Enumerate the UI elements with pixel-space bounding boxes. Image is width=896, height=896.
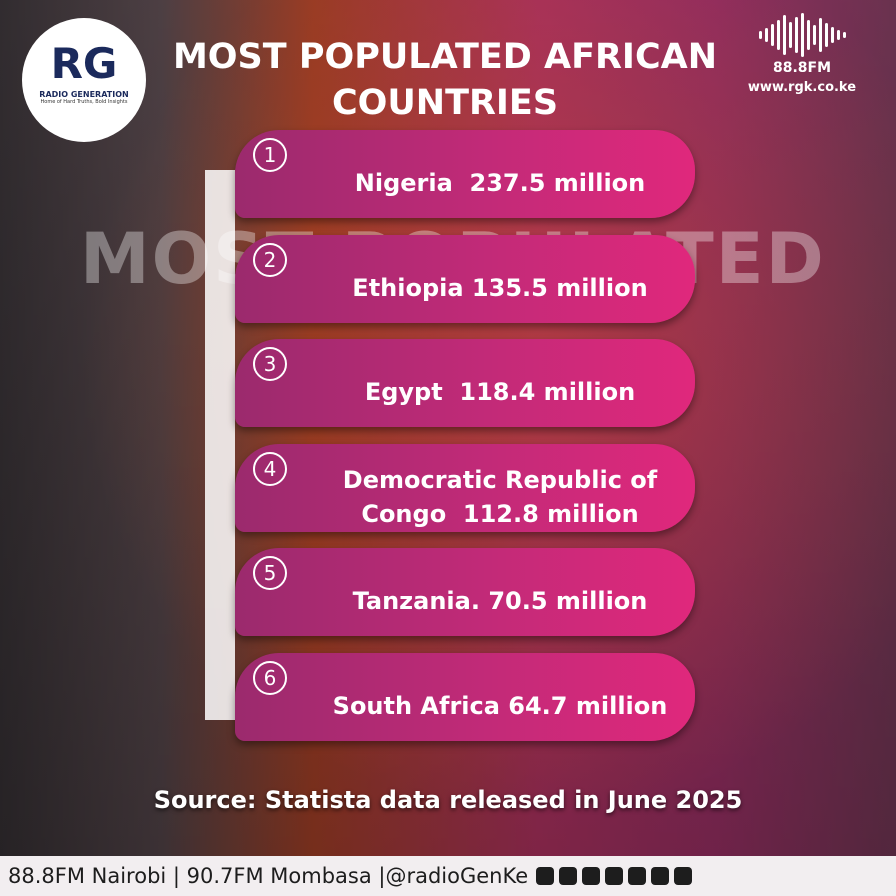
brand-name: RADIO GENERATION — [39, 90, 129, 99]
wave-bar — [836, 30, 840, 40]
instagram-icon — [651, 867, 670, 885]
wave-bar — [806, 20, 810, 50]
item-text: Egypt 118.4 million — [364, 378, 636, 406]
item-text: Nigeria 237.5 million — [354, 169, 646, 197]
wave-bar — [782, 15, 786, 55]
whatsapp-icon — [628, 867, 647, 885]
wave-bar — [818, 18, 822, 52]
list-item: 2 Ethiopia 135.5 million — [235, 234, 695, 323]
item-text: Tanzania. 70.5 million — [352, 587, 648, 615]
wave-bar — [824, 23, 828, 47]
station-info: 88.8FM www.rgk.co.ke — [742, 10, 862, 95]
wave-bar — [830, 27, 834, 43]
wave-bar — [800, 13, 804, 57]
source: Source: Statista data released in June 2… — [153, 786, 743, 814]
linkedin-icon — [559, 867, 578, 885]
wave-bar — [812, 25, 816, 45]
brand-tagline: Home of Hard Truths, Bold Insights — [40, 99, 128, 105]
wave-bar — [842, 32, 846, 38]
logo: RG RADIO GENERATION Home of Hard Truths,… — [22, 18, 146, 142]
facebook-icon — [605, 867, 624, 885]
list-item: 6 South Africa 64.7 million — [235, 652, 695, 741]
logo-mark: RG — [50, 39, 118, 88]
item-number: 5 — [253, 556, 287, 590]
footer-text: 88.8FM Nairobi | 90.7FM Mombasa |@radioG… — [8, 864, 529, 888]
title: MOST POPULATED AFRICAN COUNTRIES — [172, 37, 718, 123]
frequency: 88.8FM — [772, 60, 832, 76]
wave-bar — [758, 31, 762, 39]
panel — [205, 170, 235, 720]
x-icon — [674, 867, 693, 885]
item-number: 1 — [253, 138, 287, 172]
footer: 88.8FM Nairobi | 90.7FM Mombasa |@radioG… — [0, 856, 896, 896]
item-number: 6 — [253, 660, 287, 695]
item-text: Ethiopia 135.5 million — [352, 273, 648, 302]
sound-wave — [742, 10, 862, 60]
tiktok-icon — [536, 867, 555, 885]
item-number: 3 — [253, 347, 287, 381]
website: www.rgk.co.ke — [747, 80, 857, 95]
wave-bar — [776, 20, 780, 50]
list-item: 4 Democratic Republic of Congo 112.8 mill… — [235, 443, 695, 532]
wave-bar — [770, 24, 774, 46]
item-text: South Africa 64.7 million — [332, 691, 668, 720]
item-number: 2 — [253, 242, 287, 277]
item-number: 4 — [253, 451, 287, 486]
list-item: 1 Nigeria 237.5 million — [235, 130, 695, 218]
item-text: Democratic Republic of Congo 112.8 milli… — [342, 465, 666, 528]
wave-bar — [788, 22, 792, 48]
list-item: 5 Tanzania. 70.5 million — [235, 548, 695, 636]
social-icons — [536, 867, 693, 885]
wave-bar — [794, 17, 798, 53]
list-item: 3 Egypt 118.4 million — [235, 339, 695, 427]
youtube-icon — [582, 867, 601, 885]
wave-bar — [764, 28, 768, 42]
